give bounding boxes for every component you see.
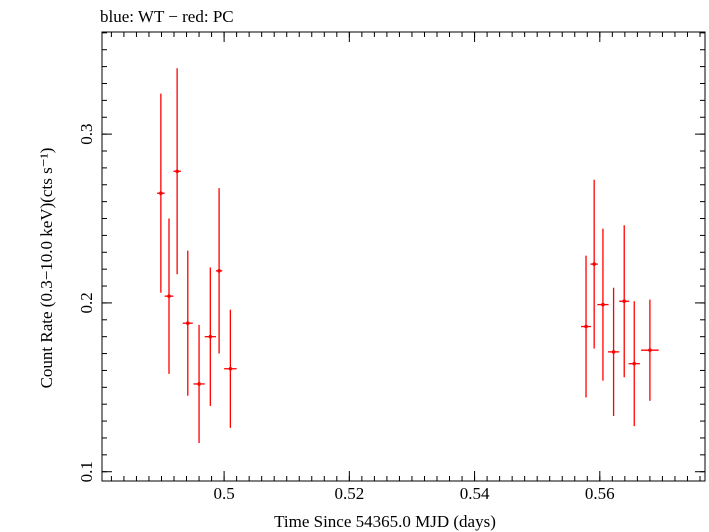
data-marker [167,294,171,298]
data-point [215,188,223,354]
data-marker [159,191,163,196]
data-marker [592,262,596,266]
data-point [628,301,640,427]
data-marker [611,350,616,354]
data-marker [185,321,190,325]
y-major-ticks: 0.1 0.2 0.3 [77,123,705,482]
data-marker [648,348,652,352]
data-point [590,179,598,349]
data-point [619,225,630,378]
data-marker [228,366,233,371]
x-minor-ticks [110,32,701,481]
data-marker [601,302,605,307]
chart-title: blue: WT − red: PC [100,7,234,26]
y-tick-label: 0.3 [77,123,96,144]
data-point [581,255,592,398]
data-marker [208,334,213,339]
data-point [204,267,216,406]
data-point [641,299,659,401]
data-point [157,93,165,293]
x-major-ticks: 0.5 0.52 0.54 0.56 [213,32,615,503]
data-marker [632,361,637,366]
data-marker [197,382,201,386]
data-point [164,218,174,374]
data-point [597,228,609,381]
data-point [607,287,620,417]
y-tick-label: 0.2 [77,292,96,313]
x-tick-label: 0.5 [213,484,234,503]
data-point [193,324,205,444]
plot-frame [101,31,706,482]
data-point [182,250,193,396]
x-tick-label: 0.52 [334,484,364,503]
x-tick-label: 0.54 [460,484,490,503]
data-point [173,68,181,275]
data-marker [584,324,588,329]
x-tick-label: 0.56 [585,484,615,503]
data-marker [175,169,179,174]
data-point [224,309,237,428]
x-axis-label: Time Since 54365.0 MJD (days) [274,512,496,531]
y-axis-label: Count Rate (0.3−10.0 keV)(cts s⁻¹) [37,148,56,389]
y-tick-label: 0.1 [77,461,96,482]
data-marker [217,269,221,273]
data-points [157,68,659,444]
data-marker [622,299,627,304]
